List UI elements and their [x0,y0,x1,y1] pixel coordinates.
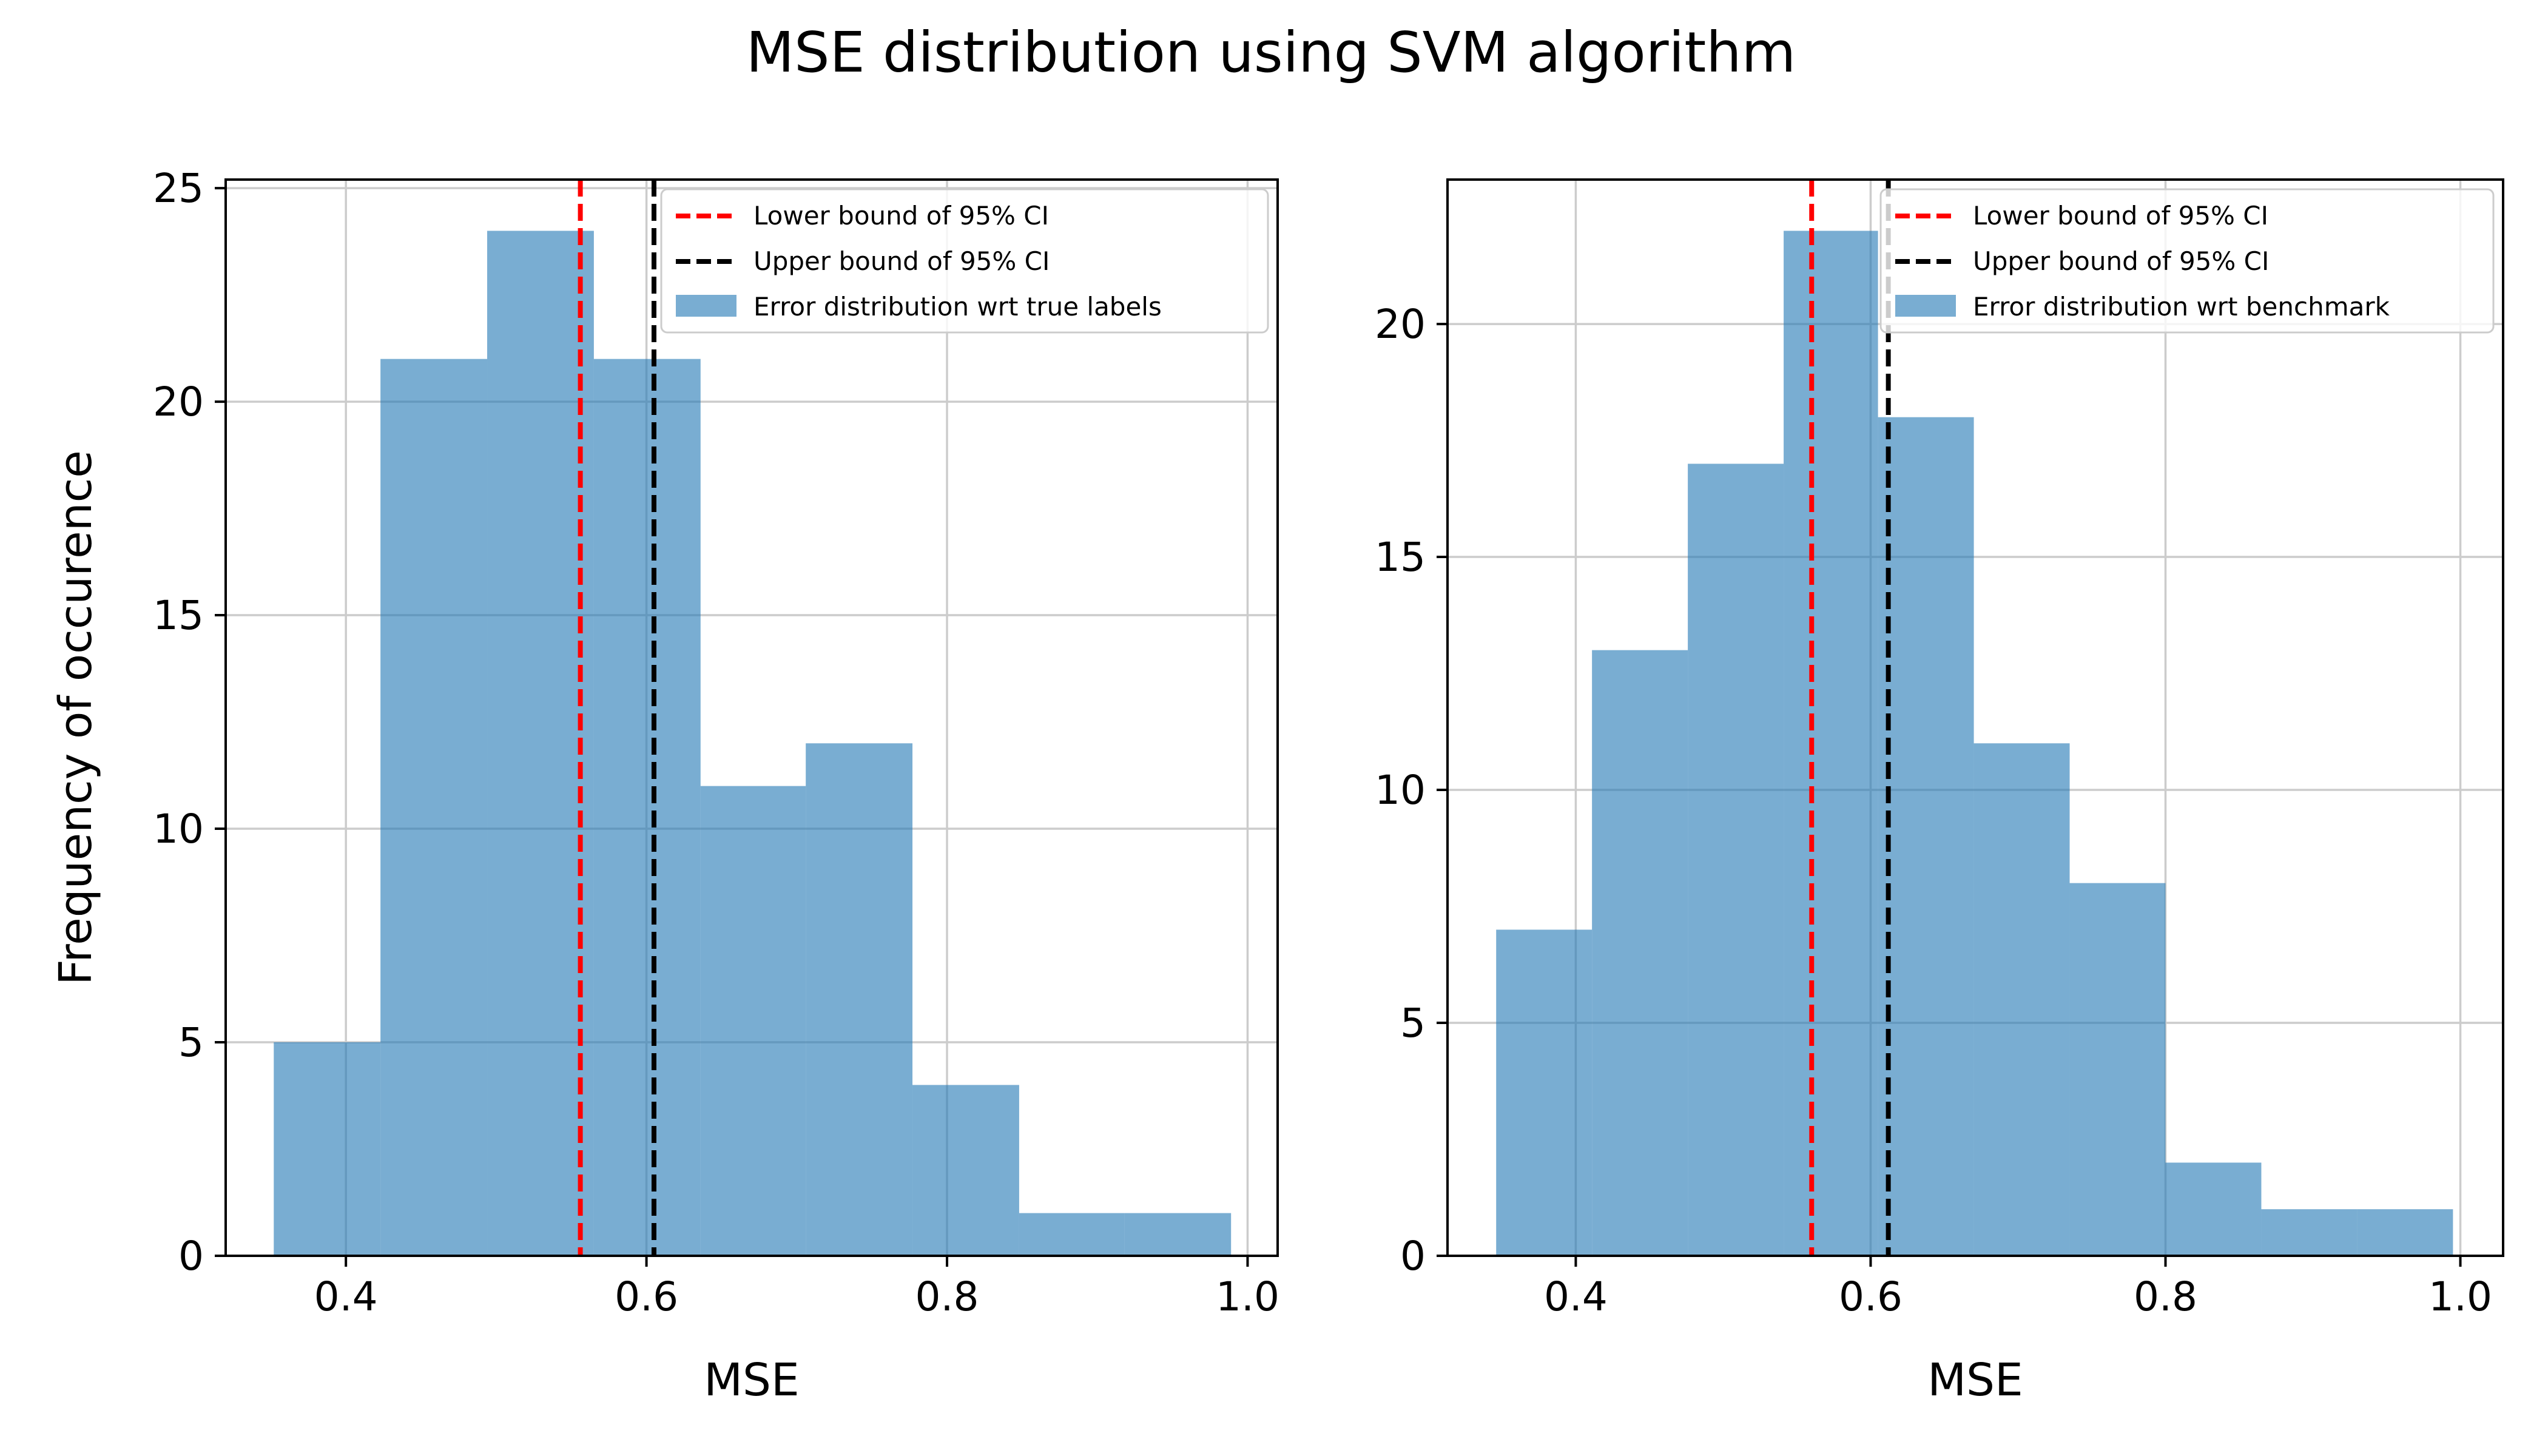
x-tick-label: 0.4 [1544,1273,1608,1320]
x-tick-label: 0.8 [2134,1273,2197,1320]
histogram-bar [1878,417,1974,1256]
figure-title: MSE distribution using SVM algorithm [746,20,1796,85]
histogram-bar [487,231,594,1256]
legend-entry-label: Error distribution wrt true labels [753,292,1162,322]
x-tick-label: 1.0 [2428,1273,2492,1320]
histogram-bar [593,359,701,1256]
legend-entry-label: Lower bound of 95% CI [1973,201,2268,231]
y-tick-label: 20 [1375,301,1426,348]
legend: Lower bound of 95% CI Upper bound of 95% … [1879,188,2495,334]
y-axis-label: Frequency of occurence [50,450,102,985]
legend-entry-label: Error distribution wrt benchmark [1973,292,2390,322]
legend-entry-label: Upper bound of 95% CI [753,246,1050,276]
histogram-bar [2357,1209,2453,1256]
legend-entry-label: Lower bound of 95% CI [753,201,1049,231]
x-tick-label: 1.0 [1216,1273,1279,1320]
legend-entry-label: Upper bound of 95% CI [1973,246,2269,276]
histogram-bar [1019,1213,1125,1256]
y-tick-label: 10 [1375,767,1426,814]
y-tick-label: 15 [153,592,204,639]
y-tick-label: 10 [153,806,204,852]
y-tick-label: 15 [1375,534,1426,581]
histogram-bar [2165,1162,2262,1256]
y-tick-label: 5 [178,1019,204,1066]
x-tick-label: 0.6 [1839,1273,1903,1320]
y-tick-label: 20 [153,379,204,425]
x-axis-label: MSE [1927,1354,2023,1406]
axes-frame [224,178,1279,1257]
right-histogram: 0.4 0.6 0.8 1.0 0 5 10 15 20 MSE Lower bound of 95… [1375,178,2504,1406]
histogram-bar [1784,231,1878,1256]
y-tick-label: 0 [1400,1233,1426,1279]
legend-bar-swatch [676,295,736,317]
histogram-bar [274,1042,381,1256]
x-tick-label: 0.4 [314,1273,378,1320]
histogram-bar [700,786,806,1256]
legend-box [1879,188,2495,334]
histogram-bar [380,359,488,1256]
x-axis-label: MSE [704,1354,800,1406]
histogram-bar [1592,650,1688,1256]
legend-box [660,188,1269,334]
x-tick-label: 0.8 [915,1273,979,1320]
y-tick-label: 0 [178,1233,204,1279]
histogram-bar [1973,743,2070,1256]
histogram-bar [806,743,913,1256]
y-tick-label: 5 [1400,1000,1426,1046]
x-tick-label: 0.6 [615,1273,678,1320]
histogram-bar [1496,929,1592,1256]
y-tick-label: 25 [153,165,204,212]
histogram-bar [1688,463,1784,1256]
axes-frame [1446,178,2504,1257]
left-histogram: 0.4 0.6 0.8 1.0 0 5 10 15 20 25 MSE Frequency of oc… [50,165,1279,1406]
histogram-bar [912,1085,1019,1256]
histogram-bar [1124,1213,1232,1256]
legend: Lower bound of 95% CI Upper bound of 95% … [660,188,1269,334]
legend-bar-swatch [1895,295,1956,317]
histogram-bar [2069,883,2166,1256]
histogram-bar [2261,1209,2358,1256]
